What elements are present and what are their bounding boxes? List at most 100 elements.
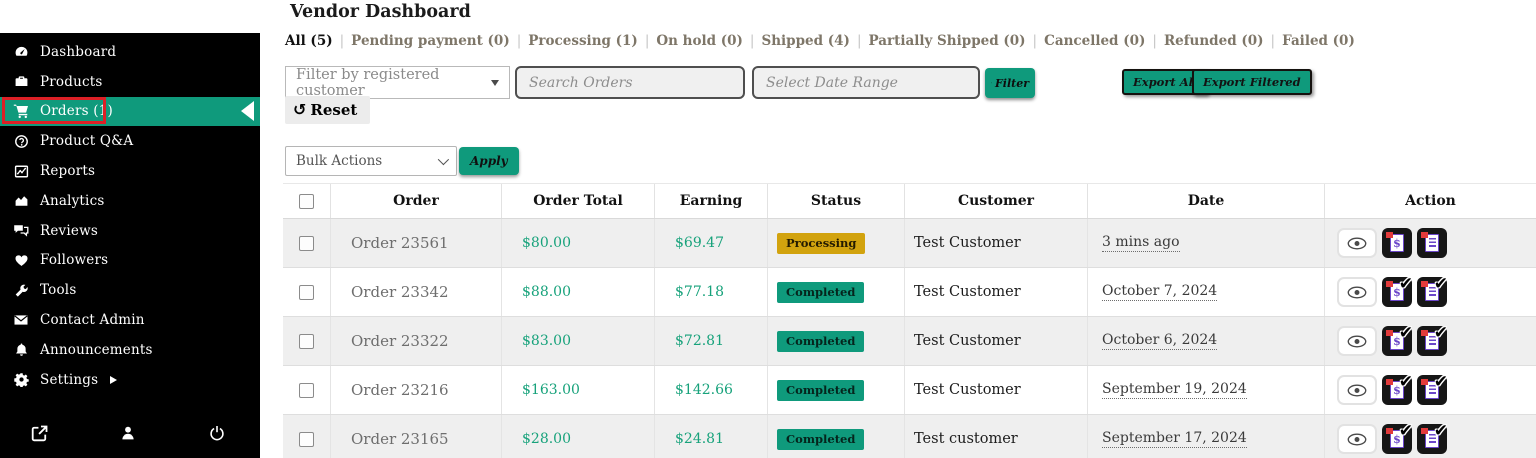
check-icon [1399, 421, 1413, 441]
tab-partially-shipped-0[interactable]: Partially Shipped (0) [868, 33, 1026, 49]
customer-cell: Test Customer [905, 317, 1088, 365]
sidebar-item-contact-admin[interactable]: Contact Admin [0, 305, 260, 335]
order-date-link[interactable]: October 6, 2024 [1102, 332, 1218, 350]
pdf-invoice-button[interactable] [1382, 326, 1412, 356]
sidebar-item-label: Contact Admin [40, 312, 145, 329]
order-date-link[interactable]: September 19, 2024 [1102, 381, 1247, 399]
sidebar-item-reports[interactable]: Reports [0, 156, 260, 186]
tab-processing-1[interactable]: Processing (1) [528, 33, 638, 49]
tab-shipped-4[interactable]: Shipped (4) [761, 33, 850, 49]
sidebar-item-product-q-a[interactable]: Product Q&A [0, 126, 260, 156]
earning: $77.18 [675, 284, 724, 300]
row-checkbox[interactable] [299, 284, 314, 300]
sidebar-item-tools[interactable]: Tools [0, 275, 260, 305]
action-cell [1325, 219, 1536, 267]
pdf-invoice-button[interactable] [1382, 424, 1412, 454]
row-checkbox[interactable] [299, 333, 314, 349]
view-order-button[interactable] [1337, 228, 1377, 258]
pdf-packing-slip-icon [1425, 234, 1439, 252]
pdf-invoice-button[interactable] [1382, 277, 1412, 307]
main-content: Vendor Dashboard All (5) | Pending payment… [260, 0, 1536, 458]
red-flag-icon [1386, 379, 1393, 385]
filter-button[interactable]: Filter [985, 68, 1035, 98]
search-orders-input[interactable] [515, 66, 745, 99]
red-flag-icon [1386, 232, 1393, 238]
view-order-button[interactable] [1337, 326, 1377, 356]
pdf-packing-slip-button[interactable] [1417, 424, 1447, 454]
tab-cancelled-0[interactable]: Cancelled (0) [1044, 33, 1146, 49]
external-link-icon[interactable] [31, 425, 48, 442]
orders-cart-icon [13, 103, 29, 119]
reset-button[interactable]: ↺ Reset [285, 96, 371, 124]
check-icon [1434, 421, 1448, 441]
export-filtered-button[interactable]: Export Filtered [1192, 69, 1312, 95]
sidebar-item-products[interactable]: Products [0, 67, 260, 97]
tab-separator: | [644, 33, 650, 49]
tab-all-5[interactable]: All (5) [285, 33, 333, 49]
sidebar-item-followers[interactable]: Followers [0, 246, 260, 276]
order-date-link[interactable]: 3 mins ago [1102, 234, 1180, 252]
order-date-link[interactable]: September 17, 2024 [1102, 430, 1247, 448]
view-eye-icon [1347, 433, 1367, 445]
row-checkbox[interactable] [299, 431, 314, 447]
select-all-checkbox[interactable] [299, 193, 314, 209]
status-badge: Completed [777, 379, 865, 401]
red-flag-icon [1421, 428, 1428, 434]
power-icon[interactable] [209, 425, 226, 442]
apply-button[interactable]: Apply [459, 147, 519, 175]
sidebar-item-label: Product Q&A [40, 133, 134, 150]
sidebar-item-analytics[interactable]: Analytics [0, 186, 260, 216]
pdf-packing-slip-button[interactable] [1417, 375, 1447, 405]
sidebar-item-reviews[interactable]: Reviews [0, 216, 260, 246]
user-icon[interactable] [120, 425, 137, 442]
row-checkbox[interactable] [299, 382, 314, 398]
status-badge: Completed [777, 281, 865, 303]
wrench-icon [13, 282, 29, 298]
row-checkbox[interactable] [299, 235, 314, 251]
order-number: Order 23216 [351, 381, 449, 399]
page-title: Vendor Dashboard [290, 2, 471, 22]
view-order-button[interactable] [1337, 375, 1377, 405]
check-icon [1434, 372, 1448, 392]
red-flag-icon [1421, 379, 1428, 385]
check-icon [1399, 372, 1413, 392]
bell-icon [13, 342, 29, 358]
tab-pending-payment-0[interactable]: Pending payment (0) [351, 33, 510, 49]
order-total-cell: $28.00 [502, 415, 655, 458]
pdf-packing-slip-button[interactable] [1417, 277, 1447, 307]
sidebar-item-dashboard[interactable]: Dashboard [0, 37, 260, 67]
date-cell: 3 mins ago [1088, 219, 1325, 267]
reset-button-label: Reset [310, 101, 358, 119]
tab-separator: | [749, 33, 755, 49]
sidebar-item-settings[interactable]: Settings [0, 365, 260, 395]
customer-cell: Test Customer [905, 366, 1088, 414]
sidebar-item-label: Orders (1) [40, 103, 113, 120]
col-customer: Customer [905, 184, 1088, 218]
sidebar-item-announcements[interactable]: Announcements [0, 335, 260, 365]
tab-separator: | [1032, 33, 1038, 49]
reports-chart-icon [13, 163, 29, 179]
bulk-actions-select[interactable]: Bulk Actions [285, 146, 457, 176]
order-cell: Order 23561 [331, 219, 502, 267]
view-order-button[interactable] [1337, 277, 1377, 307]
table-row: Order 23561 $80.00 $69.47 Processing Tes… [283, 219, 1536, 268]
date-range-input[interactable] [752, 66, 980, 99]
row-checkbox-cell [283, 219, 331, 267]
customer-filter-select[interactable]: Filter by registered customer [285, 66, 510, 99]
check-icon [1399, 274, 1413, 294]
select-arrow-icon [491, 79, 499, 86]
pdf-packing-slip-button[interactable] [1417, 228, 1447, 258]
submenu-arrow-icon [110, 375, 118, 384]
order-cell: Order 23322 [331, 317, 502, 365]
tab-on-hold-0[interactable]: On hold (0) [656, 33, 743, 49]
pdf-packing-slip-button[interactable] [1417, 326, 1447, 356]
status-badge: Completed [777, 330, 865, 352]
tab-failed-0[interactable]: Failed (0) [1282, 33, 1355, 49]
view-order-button[interactable] [1337, 424, 1377, 454]
order-total: $83.00 [522, 333, 571, 349]
sidebar-item-orders-1[interactable]: Orders (1) [0, 96, 260, 127]
order-date-link[interactable]: October 7, 2024 [1102, 283, 1218, 301]
pdf-invoice-button[interactable] [1382, 375, 1412, 405]
pdf-invoice-button[interactable] [1382, 228, 1412, 258]
tab-refunded-0[interactable]: Refunded (0) [1163, 33, 1264, 49]
